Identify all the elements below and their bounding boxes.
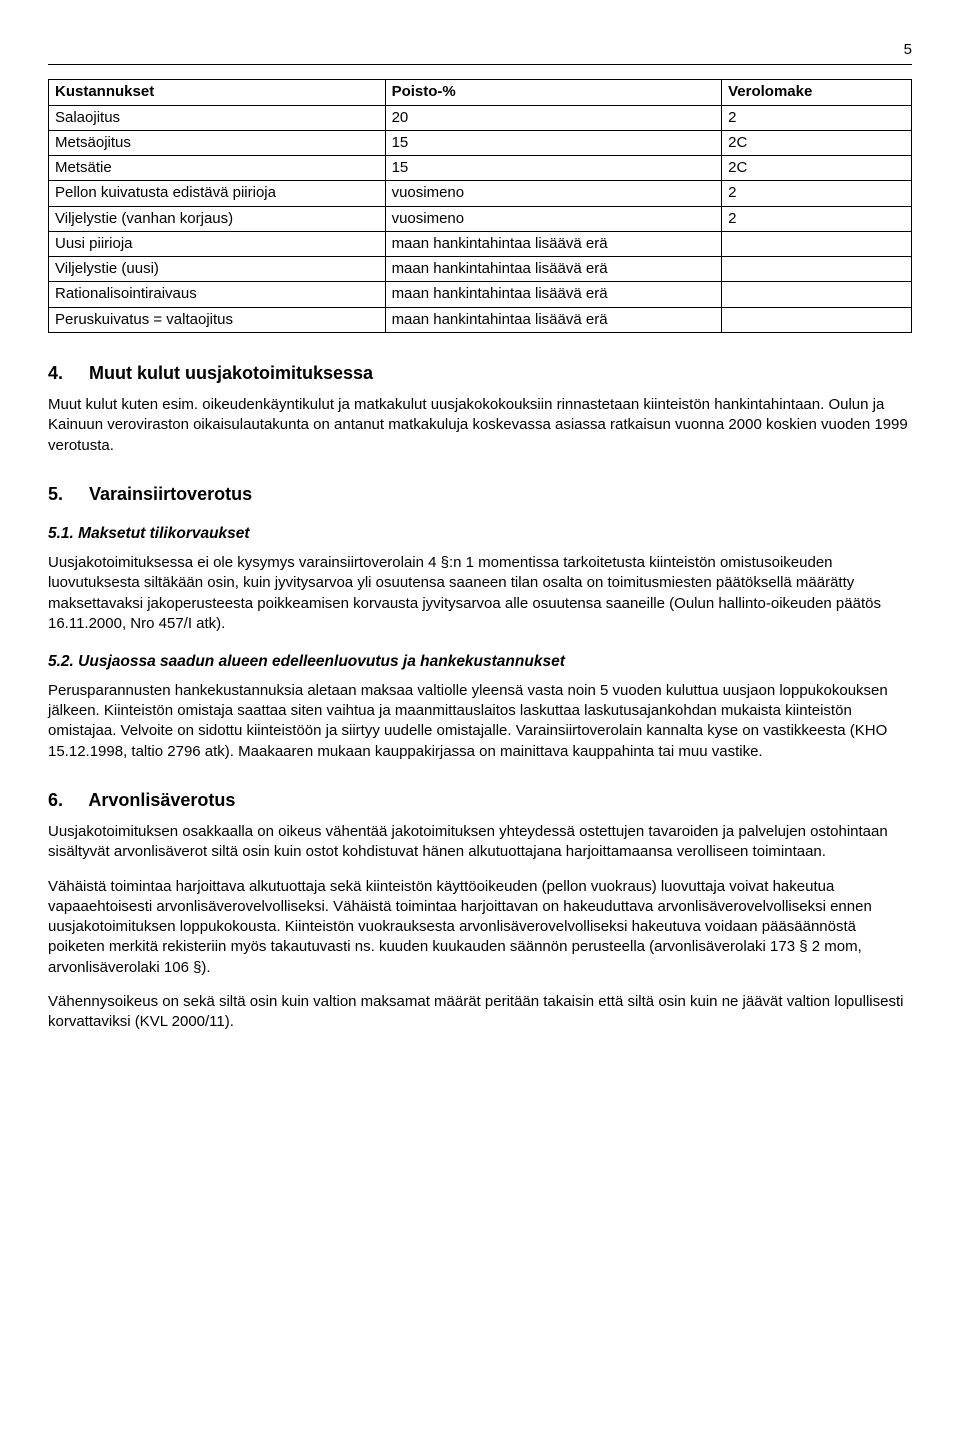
- table-cell: Metsäojitus: [49, 130, 386, 155]
- table-cell: Metsätie: [49, 156, 386, 181]
- table-cell: vuosimeno: [385, 206, 722, 231]
- table-cell: 15: [385, 156, 722, 181]
- table-cell: 2C: [722, 156, 912, 181]
- table-row: Peruskuivatus = valtaojitusmaan hankinta…: [49, 307, 912, 332]
- table-cell: maan hankintahintaa lisäävä erä: [385, 282, 722, 307]
- table-cell: 2: [722, 181, 912, 206]
- top-rule: [48, 64, 912, 65]
- section-4-paragraph: Muut kulut kuten esim. oikeudenkäyntikul…: [48, 395, 912, 456]
- table-cell: maan hankintahintaa lisäävä erä: [385, 231, 722, 256]
- table-cell: Viljelystie (vanhan korjaus): [49, 206, 386, 231]
- table-cell: Salaojitus: [49, 105, 386, 130]
- subsection-5-2-paragraph: Perusparannusten hankekustannuksia aleta…: [48, 681, 912, 762]
- table-cell: Uusi piirioja: [49, 231, 386, 256]
- table-row: Metsätie152C: [49, 156, 912, 181]
- table-cell: Viljelystie (uusi): [49, 257, 386, 282]
- section-5-num: 5.: [48, 482, 84, 506]
- table-cell: Rationalisointiraivaus: [49, 282, 386, 307]
- section-6-paragraph-2: Vähäistä toimintaa harjoittava alkutuott…: [48, 877, 912, 978]
- section-6-paragraph-3: Vähennysoikeus on sekä siltä osin kuin v…: [48, 992, 912, 1033]
- table-cell: 2: [722, 105, 912, 130]
- table-cell: Peruskuivatus = valtaojitus: [49, 307, 386, 332]
- table-row: Rationalisointiraivausmaan hankintahinta…: [49, 282, 912, 307]
- section-6-paragraph-1: Uusjakotoimituksen osakkaalla on oikeus …: [48, 822, 912, 863]
- table-row: Viljelystie (uusi)maan hankintahintaa li…: [49, 257, 912, 282]
- table-row: Pellon kuivatusta edistävä piiriojavuosi…: [49, 181, 912, 206]
- th-verolomake: Verolomake: [722, 80, 912, 105]
- section-6-heading: 6. Arvonlisäverotus: [48, 788, 912, 812]
- table-cell: [722, 231, 912, 256]
- section-5-heading: 5. Varainsiirtoverotus: [48, 482, 912, 506]
- table-cell: 2: [722, 206, 912, 231]
- th-poisto: Poisto-%: [385, 80, 722, 105]
- table-cell: maan hankintahintaa lisäävä erä: [385, 257, 722, 282]
- table-cell: Pellon kuivatusta edistävä piirioja: [49, 181, 386, 206]
- table-cell: vuosimeno: [385, 181, 722, 206]
- section-6-title: Arvonlisäverotus: [88, 790, 235, 810]
- table-row: Uusi piiriojamaan hankintahintaa lisäävä…: [49, 231, 912, 256]
- costs-table: Kustannukset Poisto-% Verolomake Salaoji…: [48, 79, 912, 333]
- table-cell: [722, 257, 912, 282]
- section-4-heading: 4. Muut kulut uusjakotoimituksessa: [48, 361, 912, 385]
- page-number: 5: [48, 40, 912, 60]
- table-cell: [722, 282, 912, 307]
- subsection-5-2-heading: 5.2. Uusjaossa saadun alueen edelleenluo…: [48, 652, 912, 673]
- th-kustannukset: Kustannukset: [49, 80, 386, 105]
- table-cell: 15: [385, 130, 722, 155]
- table-cell: [722, 307, 912, 332]
- table-row: Metsäojitus152C: [49, 130, 912, 155]
- subsection-5-1-paragraph: Uusjakotoimituksessa ei ole kysymys vara…: [48, 553, 912, 634]
- section-6-num: 6.: [48, 788, 84, 812]
- table-cell: 2C: [722, 130, 912, 155]
- table-cell: maan hankintahintaa lisäävä erä: [385, 307, 722, 332]
- section-4-title: Muut kulut uusjakotoimituksessa: [89, 363, 373, 383]
- section-5-title: Varainsiirtoverotus: [89, 484, 252, 504]
- table-row: Viljelystie (vanhan korjaus)vuosimeno2: [49, 206, 912, 231]
- table-header-row: Kustannukset Poisto-% Verolomake: [49, 80, 912, 105]
- section-4-num: 4.: [48, 361, 84, 385]
- table-cell: 20: [385, 105, 722, 130]
- subsection-5-1-heading: 5.1. Maksetut tilikorvaukset: [48, 524, 912, 545]
- table-row: Salaojitus202: [49, 105, 912, 130]
